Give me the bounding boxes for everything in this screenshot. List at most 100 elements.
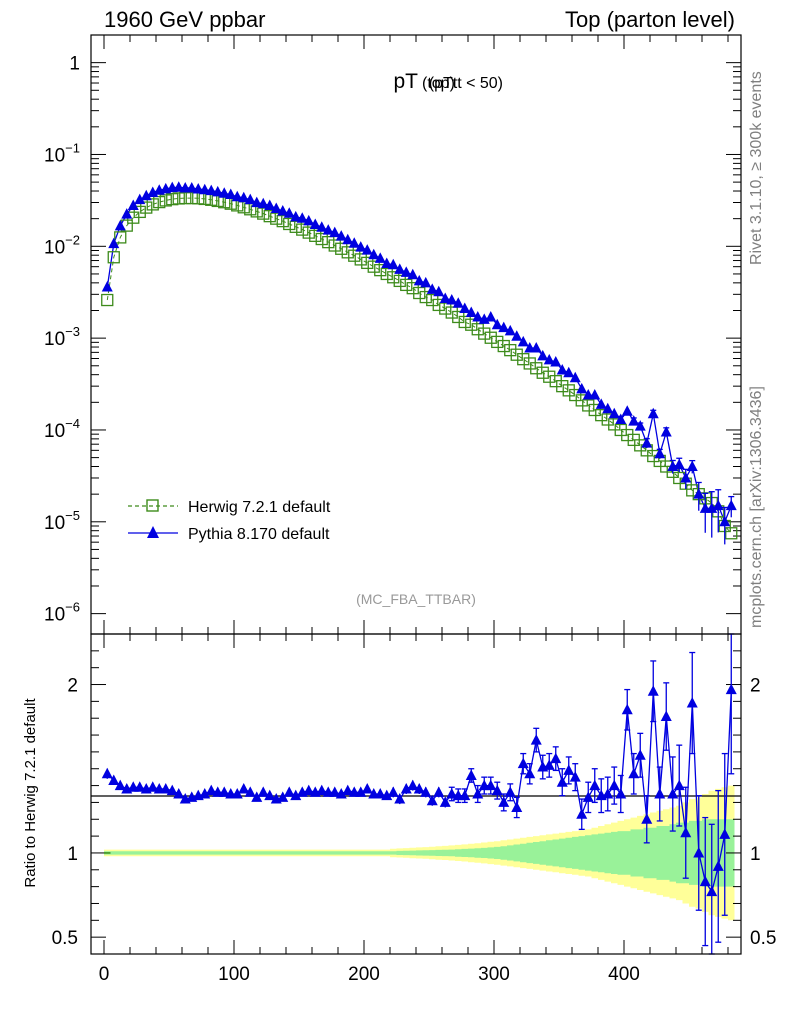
herwig-point	[439, 302, 452, 315]
upper-y-tick-label: 10−1	[44, 140, 80, 166]
pythia-point	[491, 318, 503, 330]
pythia-ratio-point	[693, 846, 705, 858]
pythia-ratio-point	[316, 784, 328, 796]
header-left: 1960 GeV ppbar	[104, 7, 265, 32]
herwig-point	[458, 315, 471, 329]
pythia-ratio-point	[101, 767, 113, 779]
pythia-ratio-point	[199, 788, 211, 799]
herwig-point	[166, 193, 179, 206]
pythia-ratio-point	[160, 782, 172, 794]
title-sub: (top)	[422, 75, 455, 92]
herwig-point	[413, 286, 426, 300]
pythia-ratio-point	[556, 776, 568, 787]
herwig-point	[361, 256, 374, 270]
pythia-point	[218, 187, 230, 198]
pythia-point	[680, 471, 692, 483]
x-axis: 0 100 200 300 400	[99, 35, 729, 985]
pythia-point	[693, 488, 705, 499]
pythia-point	[257, 197, 269, 209]
pythia-point	[595, 398, 607, 409]
pythia-ratio-point	[335, 788, 347, 799]
pythia-ratio-point	[303, 784, 315, 796]
herwig-point	[504, 343, 517, 357]
pythia-ratio-point	[290, 789, 302, 801]
herwig-point	[276, 214, 289, 228]
pythia-point	[277, 205, 289, 216]
title-main: pT	[393, 70, 418, 93]
y-tick-exponent: −3	[65, 324, 80, 339]
pythia-point	[628, 415, 640, 426]
pythia-ratio-point	[374, 788, 386, 799]
pythia-point	[673, 458, 685, 470]
header-right: Top (parton level)	[565, 7, 735, 32]
pythia-ratio-point	[472, 788, 484, 799]
herwig-point	[406, 282, 419, 295]
pythia-ratio-point	[517, 757, 529, 769]
pythia-point	[608, 407, 620, 419]
pythia-point	[634, 420, 646, 431]
herwig-point	[328, 239, 341, 252]
pythia-point	[394, 263, 406, 274]
legend-pythia-label: Pythia 8.170 default	[188, 526, 330, 543]
pythia-ratio-point	[634, 749, 646, 760]
herwig-point	[491, 335, 504, 349]
herwig-point	[296, 223, 309, 236]
x-tick-label: 100	[218, 964, 250, 985]
pythia-ratio-point	[589, 779, 601, 791]
pythia-ratio-point	[394, 793, 406, 804]
pythia-ratio-point	[277, 791, 289, 802]
ratio-axis: 0.5 0.5 1 1 2 2	[52, 650, 776, 949]
pythia-point	[615, 413, 627, 425]
pythia-point	[641, 437, 653, 448]
pythia-point	[654, 447, 666, 459]
pythia-ratio-point	[511, 801, 523, 812]
upper-y-tick-label: 10−4	[44, 416, 80, 442]
pythia-ratio-point	[459, 789, 471, 801]
herwig-point	[101, 293, 114, 307]
x-tick-label: 200	[348, 964, 380, 985]
upper-series-layer	[101, 181, 738, 545]
pythia-point	[108, 237, 120, 249]
pythia-ratio-point	[543, 759, 555, 770]
pythia-ratio-point	[342, 784, 354, 796]
pythia-ratio-point	[381, 789, 393, 801]
pythia-ratio-point	[446, 788, 458, 799]
pythia-point	[290, 210, 302, 222]
pythia-point	[121, 208, 133, 219]
herwig-point	[595, 408, 608, 422]
pythia-point	[504, 324, 516, 336]
upper-y-tick-label: 10−6	[44, 600, 80, 626]
pythia-ratio-point	[602, 788, 614, 799]
pythia-ratio-point	[660, 710, 672, 722]
pythia-ratio-point	[608, 779, 620, 791]
herwig-point	[315, 232, 328, 246]
upper-frame	[90, 34, 742, 635]
pythia-ratio-point	[569, 771, 581, 782]
pythia-ratio-point	[485, 779, 497, 791]
pythia-ratio-point	[439, 796, 451, 807]
pythia-ratio-point	[400, 782, 412, 794]
pythia-ratio-point	[173, 788, 185, 799]
y-tick-base: 10	[44, 513, 65, 534]
x-tick-label: 400	[608, 964, 640, 985]
pythia-ratio-point	[524, 767, 536, 779]
ratio-y-tick-label: 1	[67, 844, 78, 865]
pythia-point	[459, 302, 471, 314]
pythia-ratio-point	[231, 788, 243, 799]
pythia-point	[439, 292, 451, 304]
pythia-ratio-point	[166, 784, 178, 796]
herwig-point	[510, 348, 523, 361]
pythia-point	[199, 183, 211, 195]
pythia-point	[413, 274, 425, 286]
herwig-point	[432, 298, 445, 312]
pythia-point	[342, 233, 354, 245]
pythia-point	[309, 218, 321, 229]
pythia-point	[621, 405, 633, 416]
herwig-point	[309, 229, 322, 242]
herwig-point	[621, 428, 634, 442]
pythia-ratio-point	[264, 789, 276, 801]
pythia-point	[303, 214, 315, 226]
herwig-point	[348, 249, 361, 262]
herwig-point	[159, 194, 172, 207]
pythia-ratio-point	[615, 788, 627, 799]
